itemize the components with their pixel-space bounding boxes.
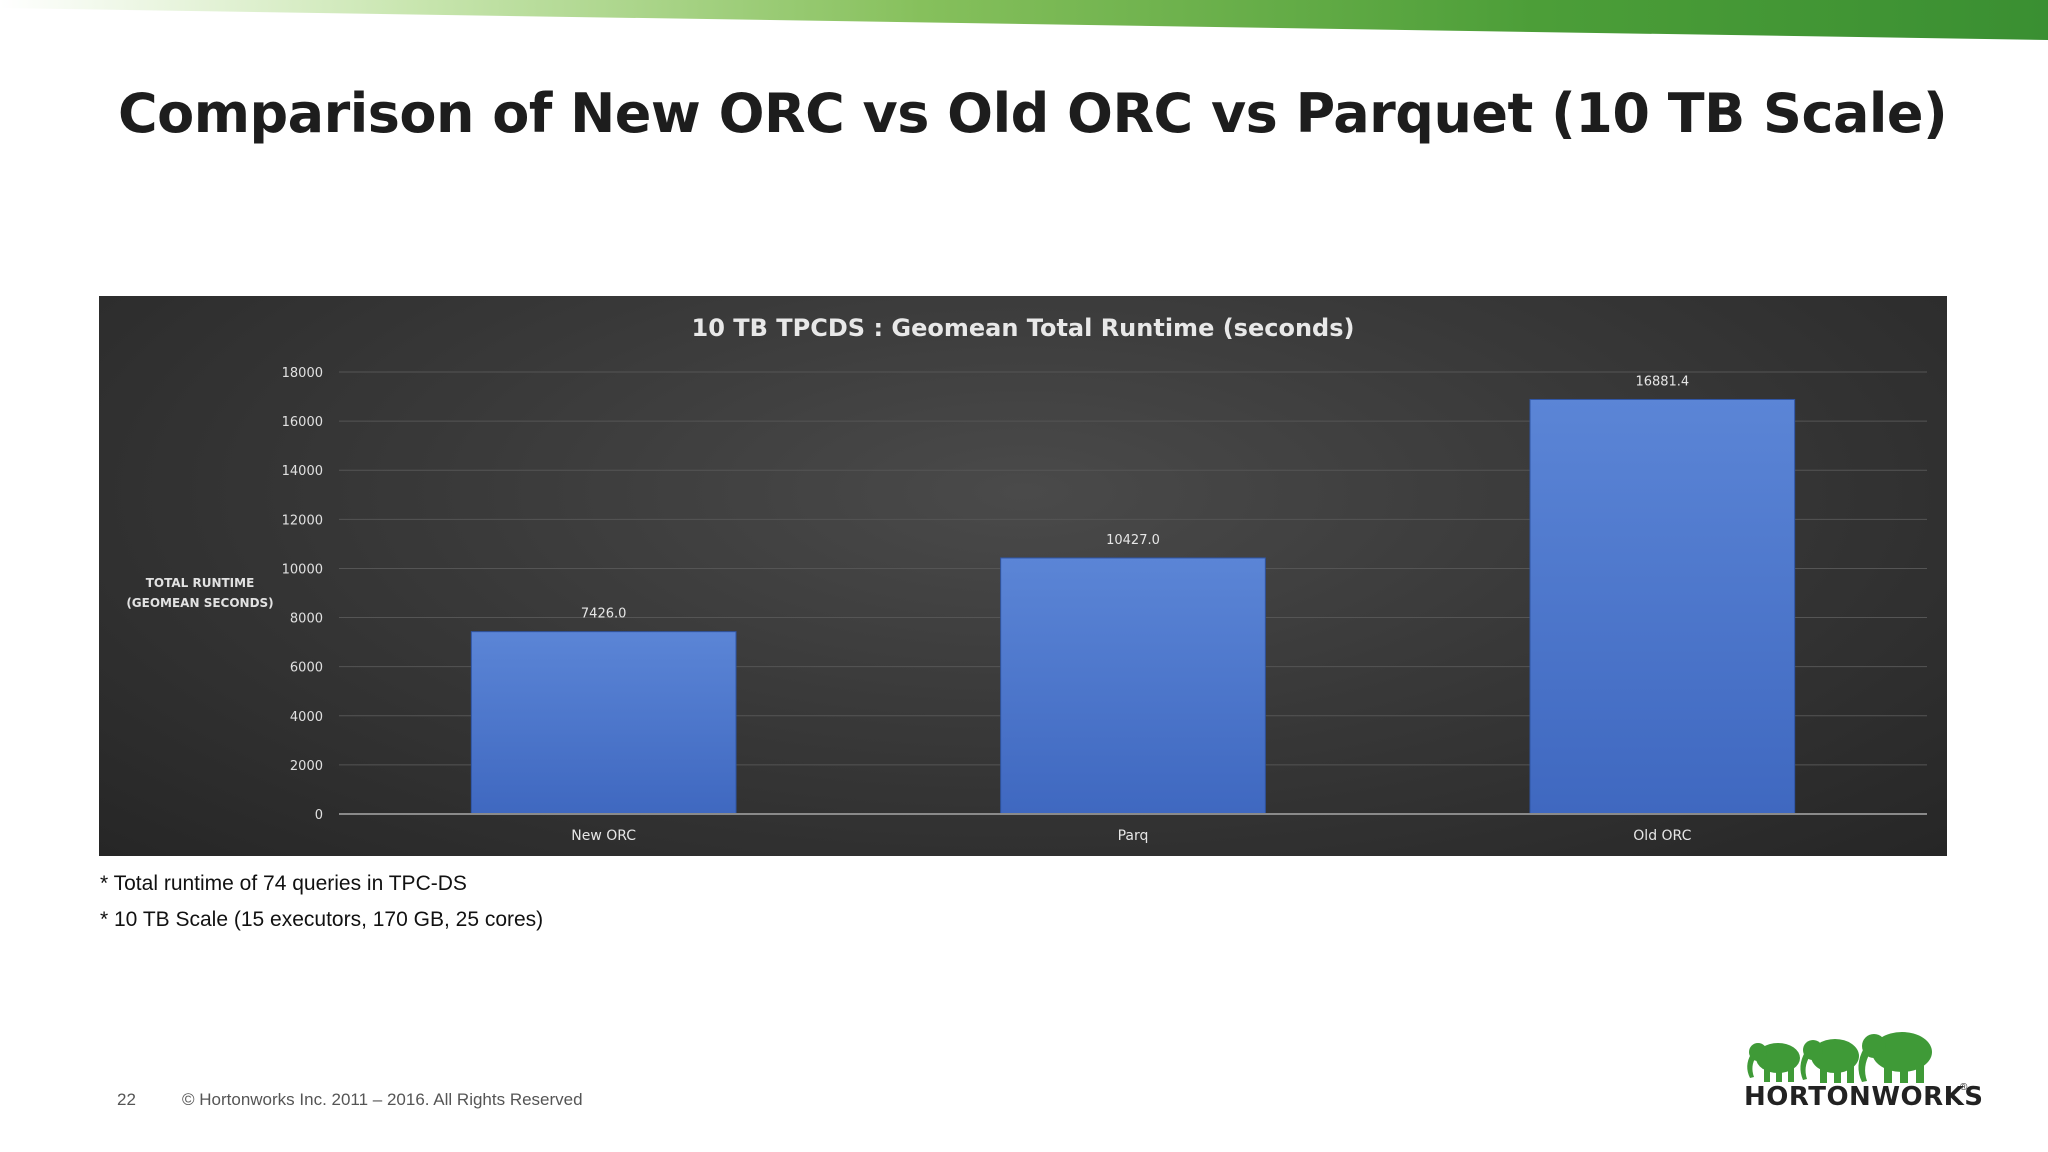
x-tick-label: Parq — [1118, 828, 1149, 844]
bar-chart: 10 TB TPCDS : Geomean Total Runtime (sec… — [99, 296, 1947, 856]
y-tick-label: 18000 — [282, 366, 323, 381]
logo-wordmark: HORTONWORKS — [1744, 1082, 1984, 1112]
x-tick-label: New ORC — [571, 828, 636, 844]
elephant-icon — [1747, 1032, 1932, 1083]
bars — [470, 398, 1796, 815]
page-number: 22 — [117, 1090, 136, 1109]
y-tick-labels: 0 2000 4000 6000 8000 10000 12000 14000 16000 180… — [282, 366, 323, 823]
y-tick-label: 8000 — [290, 612, 323, 627]
y-axis-label-line-1: TOTAL RUNTIME — [146, 576, 255, 590]
data-labels: 7426.0 10427.0 16881.4 — [581, 374, 1689, 621]
y-tick-label: 2000 — [290, 759, 323, 774]
y-tick-label: 4000 — [290, 710, 323, 725]
slide-title: Comparison of New ORC vs Old ORC vs Parq… — [118, 82, 1948, 145]
data-label: 7426.0 — [581, 607, 627, 622]
registered-mark: ® — [1960, 1082, 1968, 1093]
bar-old-orc — [1529, 398, 1796, 815]
data-label: 10427.0 — [1106, 533, 1160, 548]
y-tick-label: 0 — [315, 808, 323, 823]
y-tick-label: 10000 — [282, 562, 323, 577]
hortonworks-logo: HORTONWORKS ® — [1740, 1026, 1983, 1116]
top-accent-bar — [0, 0, 2048, 40]
y-tick-label: 16000 — [282, 415, 323, 430]
x-tick-labels: New ORC Parq Old ORC — [571, 828, 1691, 844]
footnote-scale: * 10 TB Scale (15 executors, 170 GB, 25 … — [100, 908, 544, 931]
bar-new-orc — [470, 631, 737, 815]
y-tick-label: 6000 — [290, 661, 323, 676]
chart-title: 10 TB TPCDS : Geomean Total Runtime (sec… — [692, 314, 1355, 342]
bar-parq — [1000, 557, 1266, 815]
footnote-queries: * Total runtime of 74 queries in TPC-DS — [100, 872, 467, 895]
data-label: 16881.4 — [1635, 374, 1689, 389]
y-axis-label-line-2: (GEOMEAN SECONDS) — [126, 596, 273, 610]
y-tick-label: 14000 — [282, 464, 323, 479]
y-tick-label: 12000 — [282, 513, 323, 528]
copyright-notice: © Hortonworks Inc. 2011 – 2016. All Righ… — [182, 1090, 583, 1109]
footnotes: * Total runtime of 74 queries in TPC-DS … — [100, 866, 543, 938]
x-tick-label: Old ORC — [1633, 828, 1691, 844]
chart-canvas: 10 TB TPCDS : Geomean Total Runtime (sec… — [126, 314, 1927, 844]
